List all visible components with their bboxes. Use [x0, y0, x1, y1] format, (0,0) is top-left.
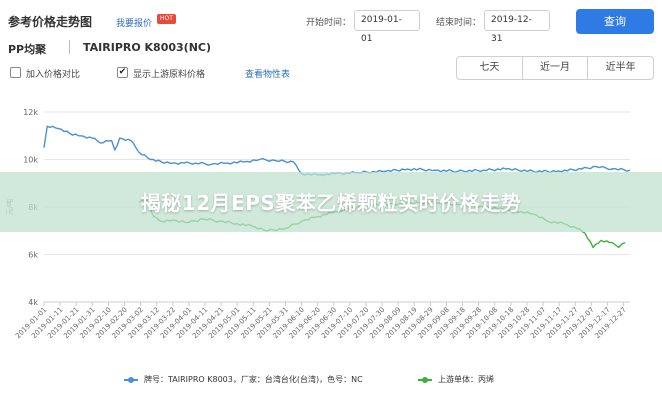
toolbar: 参考价格走势图 我要报价 HOT 开始时间： 2019-01-01 结束时间： … [0, 0, 662, 100]
hot-badge: HOT [157, 14, 176, 24]
product-grade: TAIRIPRO K8003(NC) [83, 41, 212, 54]
end-date-input[interactable]: 2019-12-31 [484, 10, 550, 44]
show-upstream-label[interactable]: 显示上游原料价格 [133, 70, 206, 80]
y-tick-label: 4k [28, 298, 38, 307]
legend-label-upstream: 上游单体：丙烯 [438, 375, 494, 384]
view-properties-link[interactable]: 查看物性表 [245, 70, 291, 80]
overlay-banner-text: 揭秘12月EPS聚苯乙烯颗粒实时价格走势 [140, 191, 522, 215]
range-selector: 七天 近一月 近半年 [456, 56, 654, 80]
end-date-label: 结束时间： [436, 18, 482, 28]
product-divider [69, 40, 70, 54]
chart-legend: 牌号：TAIRIPRO K8003，厂家：台湾台化(台湾)，色号：NC 上游单体… [0, 373, 662, 387]
show-upstream-checkbox[interactable]: ✔ [117, 67, 128, 78]
start-date-input[interactable]: 2019-01-01 [354, 10, 420, 44]
y-tick-label: 12k [23, 108, 38, 117]
legend-dot-primary [128, 377, 134, 383]
legend-label-primary: 牌号：TAIRIPRO K8003，厂家：台湾台化(台湾)，色号：NC [144, 375, 363, 384]
page-title: 参考价格走势图 [8, 15, 93, 29]
query-button[interactable]: 查询 [576, 9, 654, 34]
product-name: PP均聚 [8, 43, 47, 56]
y-tick-label: 10k [23, 156, 38, 165]
price-chart: 4k6k8k10k12k元/吨2019-01-012019-01-112019-… [5, 108, 631, 340]
overlay-banner [0, 172, 662, 232]
price-compare-checkbox[interactable] [10, 67, 21, 78]
y-tick-label: 6k [28, 251, 38, 260]
range-7-days-button[interactable]: 七天 [479, 62, 500, 73]
price-compare-label[interactable]: 加入价格对比 [26, 70, 81, 80]
series-line-primary [43, 125, 631, 177]
range-6-months-button[interactable]: 近半年 [587, 57, 653, 79]
start-date-label: 开始时间： [306, 18, 352, 28]
range-1-month-button[interactable]: 近一月 [521, 57, 588, 79]
report-price-link[interactable]: 我要报价 [116, 19, 153, 29]
legend-dot-upstream [422, 377, 428, 383]
checkmark-icon: ✔ [118, 67, 127, 77]
